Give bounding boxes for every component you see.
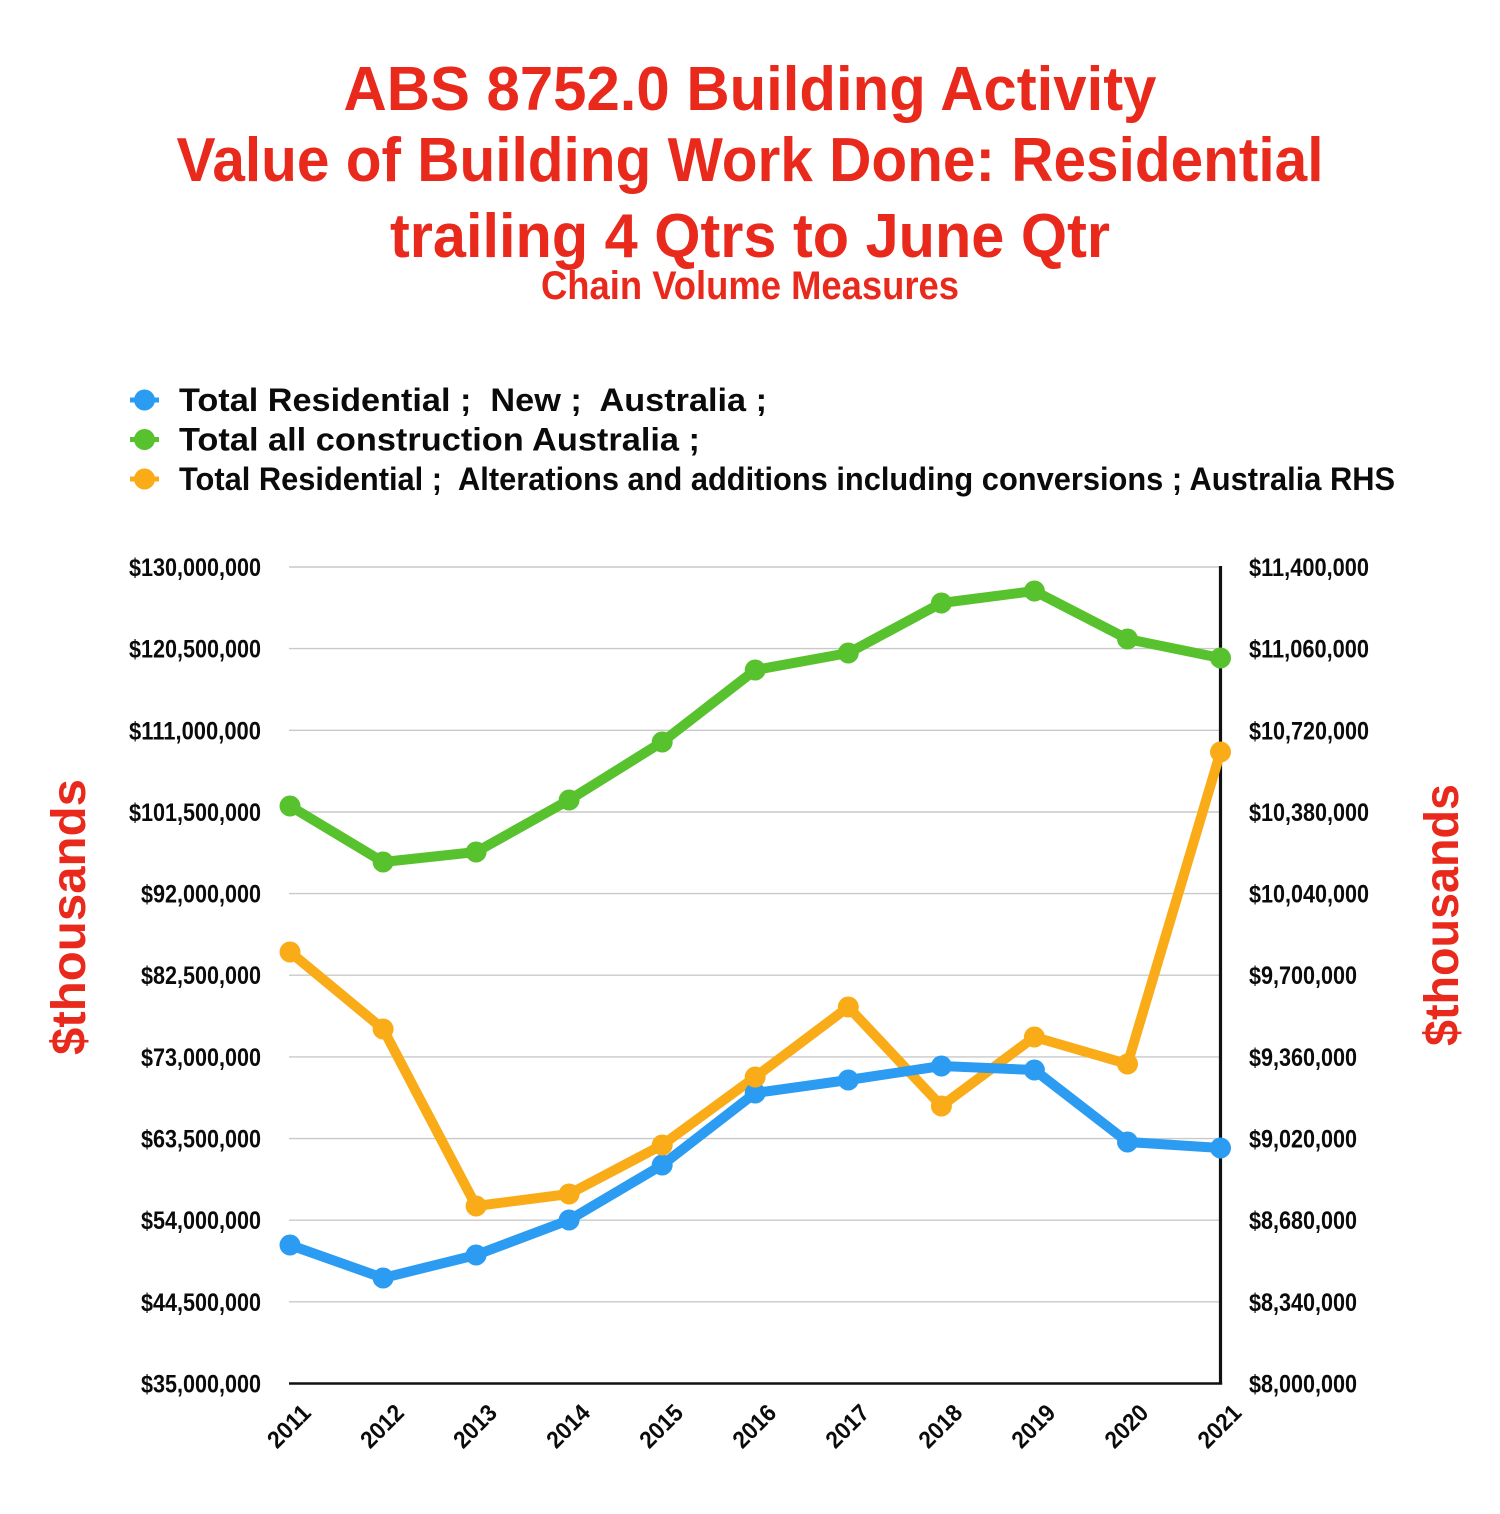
- svg-text:$10,720,000: $10,720,000: [1249, 717, 1369, 745]
- svg-text:trailing 4 Qtrs to June Qtr: trailing 4 Qtrs to June Qtr: [390, 202, 1110, 271]
- svg-text:$44,500,000: $44,500,000: [141, 1289, 261, 1317]
- svg-text:$9,020,000: $9,020,000: [1249, 1126, 1357, 1154]
- svg-text:$8,680,000: $8,680,000: [1249, 1207, 1357, 1235]
- svg-text:$thousands: $thousands: [43, 779, 96, 1055]
- svg-text:$9,360,000: $9,360,000: [1249, 1044, 1357, 1072]
- svg-text:$thousands: $thousands: [1416, 784, 1469, 1046]
- svg-text:$63,500,000: $63,500,000: [141, 1126, 261, 1154]
- svg-text:$11,400,000: $11,400,000: [1249, 554, 1369, 582]
- svg-text:$73,000,000: $73,000,000: [141, 1044, 261, 1072]
- svg-text:$8,000,000: $8,000,000: [1249, 1371, 1357, 1399]
- svg-text:Total Residential ; Alteratio: Total Residential ; Alterations and addi…: [179, 461, 1395, 497]
- svg-text:$11,060,000: $11,060,000: [1249, 636, 1369, 664]
- svg-text:Chain Volume Measures: Chain Volume Measures: [541, 264, 959, 308]
- svg-text:Total Residential ; New ; Au: Total Residential ; New ; Australia ;: [179, 382, 767, 418]
- svg-text:$82,500,000: $82,500,000: [141, 962, 261, 990]
- svg-text:$10,380,000: $10,380,000: [1249, 799, 1369, 827]
- svg-text:$35,000,000: $35,000,000: [141, 1371, 261, 1399]
- svg-text:$101,500,000: $101,500,000: [129, 799, 261, 827]
- svg-text:Total all construction Austral: Total all construction Australia ;: [179, 422, 700, 458]
- svg-text:$92,000,000: $92,000,000: [141, 881, 261, 909]
- svg-text:$8,340,000: $8,340,000: [1249, 1289, 1357, 1317]
- svg-text:$130,000,000: $130,000,000: [129, 554, 261, 582]
- svg-text:ABS 8752.0 Building Activity: ABS 8752.0 Building Activity: [344, 55, 1157, 124]
- svg-text:$10,040,000: $10,040,000: [1249, 881, 1369, 909]
- svg-text:$9,700,000: $9,700,000: [1249, 962, 1357, 990]
- svg-text:Value of Building Work Done: R: Value of Building Work Done: Residential: [177, 126, 1324, 195]
- svg-text:$111,000,000: $111,000,000: [129, 717, 261, 745]
- svg-text:$54,000,000: $54,000,000: [141, 1207, 261, 1235]
- svg-text:$120,500,000: $120,500,000: [129, 636, 261, 664]
